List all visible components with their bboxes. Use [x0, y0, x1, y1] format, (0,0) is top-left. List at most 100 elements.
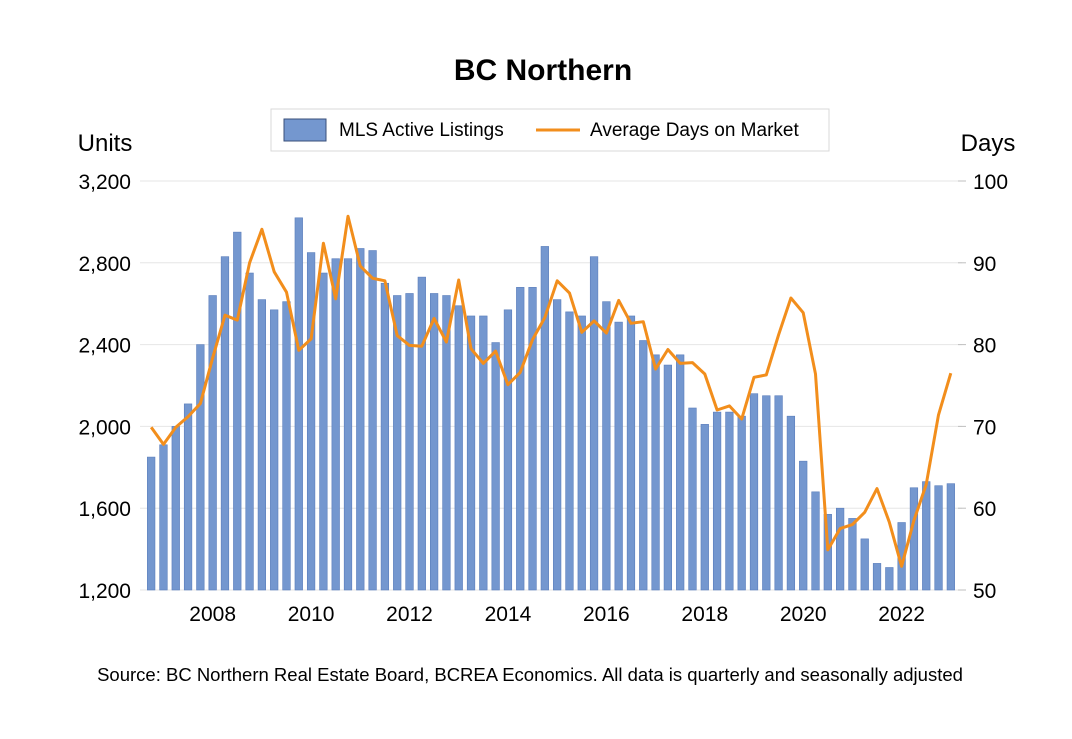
x-tick-label: 2022 — [878, 603, 925, 626]
listings-bar — [639, 340, 648, 591]
listings-bar — [183, 403, 193, 591]
y-right-tick-label: 70 — [973, 416, 996, 439]
listings-bar — [786, 415, 796, 591]
days-on-market-line — [149, 214, 953, 568]
y-right-tick-label: 50 — [973, 580, 996, 603]
listings-bar — [405, 293, 414, 591]
listings-bar — [553, 299, 562, 591]
listings-bar — [528, 287, 537, 591]
line-series — [149, 214, 953, 568]
y-left-tick-label: 1,200 — [78, 580, 131, 603]
listings-bar — [294, 217, 303, 591]
y-right-tick-label: 90 — [973, 253, 996, 276]
listings-bar — [860, 538, 869, 591]
source-note: Source: BC Northern Real Estate Board, B… — [97, 664, 963, 685]
listings-bar — [602, 301, 611, 591]
listings-bar — [380, 282, 390, 591]
listings-bar — [479, 315, 488, 591]
listings-bar — [712, 411, 722, 591]
listings-bar — [159, 444, 168, 591]
listings-bar — [885, 567, 894, 591]
listings-bar — [147, 456, 156, 591]
y-left-tick-label: 2,800 — [78, 253, 131, 276]
listings-bar — [922, 481, 931, 591]
listings-bar — [306, 252, 316, 591]
y-right-tick-label: 60 — [973, 498, 996, 521]
listings-bar — [245, 272, 254, 591]
listings-bar — [430, 293, 439, 591]
bar-series — [147, 217, 955, 591]
listings-bar — [811, 491, 820, 591]
listings-bar — [737, 415, 746, 591]
listings-bar — [466, 315, 476, 591]
y-left-tick-label: 2,400 — [78, 335, 131, 358]
x-tick-label: 2010 — [288, 603, 335, 626]
listings-bar — [749, 393, 759, 591]
listings-bar — [282, 301, 291, 591]
listings-bar — [233, 231, 242, 591]
x-tick-label: 2008 — [189, 603, 236, 626]
legend-bar-swatch — [283, 118, 327, 142]
listings-bar — [491, 342, 500, 591]
chart-title: BC Northern — [454, 54, 632, 87]
listings-bar — [909, 487, 919, 591]
listings-bar — [614, 321, 623, 591]
listings-bar — [331, 258, 340, 591]
listings-bar — [836, 507, 845, 591]
y-right-tick-label: 80 — [973, 335, 996, 358]
y-left-tick-labels: 1,200 1,600 2,000 2,400 2,800 3,200 — [78, 171, 131, 603]
listings-bar — [565, 311, 574, 591]
listings-bar — [270, 309, 279, 591]
x-tick-label: 2020 — [780, 603, 827, 626]
listings-bar — [368, 250, 377, 591]
listings-bar — [171, 426, 180, 591]
listings-bar — [356, 248, 365, 591]
listings-bar — [220, 256, 230, 591]
y-left-tick-label: 1,600 — [78, 498, 131, 521]
listings-bar — [319, 272, 328, 591]
listings-bar — [442, 295, 451, 591]
y-right-tick-label: 100 — [973, 171, 1008, 194]
listings-bar — [651, 354, 660, 591]
listings-bar — [700, 424, 709, 591]
listings-bar — [848, 518, 857, 591]
x-tick-label: 2016 — [583, 603, 630, 626]
x-tick-labels: 2008 2010 2012 2014 2016 2018 2020 2022 — [189, 603, 925, 626]
listings-bar — [774, 395, 783, 591]
listings-bar — [872, 563, 882, 591]
listings-bar — [577, 315, 586, 591]
listings-bar — [688, 407, 697, 591]
listings-bar — [503, 309, 513, 591]
y-left-tick-label: 2,000 — [78, 416, 131, 439]
listings-bar — [196, 344, 205, 591]
legend-label-days: Average Days on Market — [590, 120, 799, 141]
listings-bar — [589, 256, 599, 591]
listings-bar — [417, 276, 426, 591]
listings-bar — [946, 483, 955, 591]
listings-bar — [663, 364, 672, 591]
listings-bar — [208, 295, 217, 591]
y-left-axis-title: Units — [78, 130, 133, 157]
y-right-axis-title: Days — [961, 130, 1016, 157]
listings-bar — [626, 315, 636, 591]
listings-bar — [257, 299, 266, 591]
legend-label-listings: MLS Active Listings — [339, 120, 504, 141]
x-tick-label: 2014 — [485, 603, 532, 626]
listings-bar — [762, 395, 771, 591]
listings-bar — [343, 258, 353, 591]
listings-bar — [823, 514, 832, 591]
y-left-tick-label: 3,200 — [78, 171, 131, 194]
x-tick-label: 2018 — [681, 603, 728, 626]
listings-bar — [516, 287, 525, 591]
listings-bar — [934, 485, 943, 591]
listings-bar — [393, 295, 402, 591]
y-right-tick-labels: 50 60 70 80 90 100 — [973, 171, 1008, 603]
listings-bar — [676, 354, 685, 591]
listings-bar — [540, 246, 549, 591]
listings-bar — [725, 411, 734, 591]
legend: MLS Active Listings Average Days on Mark… — [270, 108, 830, 152]
x-tick-label: 2012 — [386, 603, 433, 626]
listings-bar — [799, 460, 808, 591]
listings-bar — [454, 305, 463, 591]
